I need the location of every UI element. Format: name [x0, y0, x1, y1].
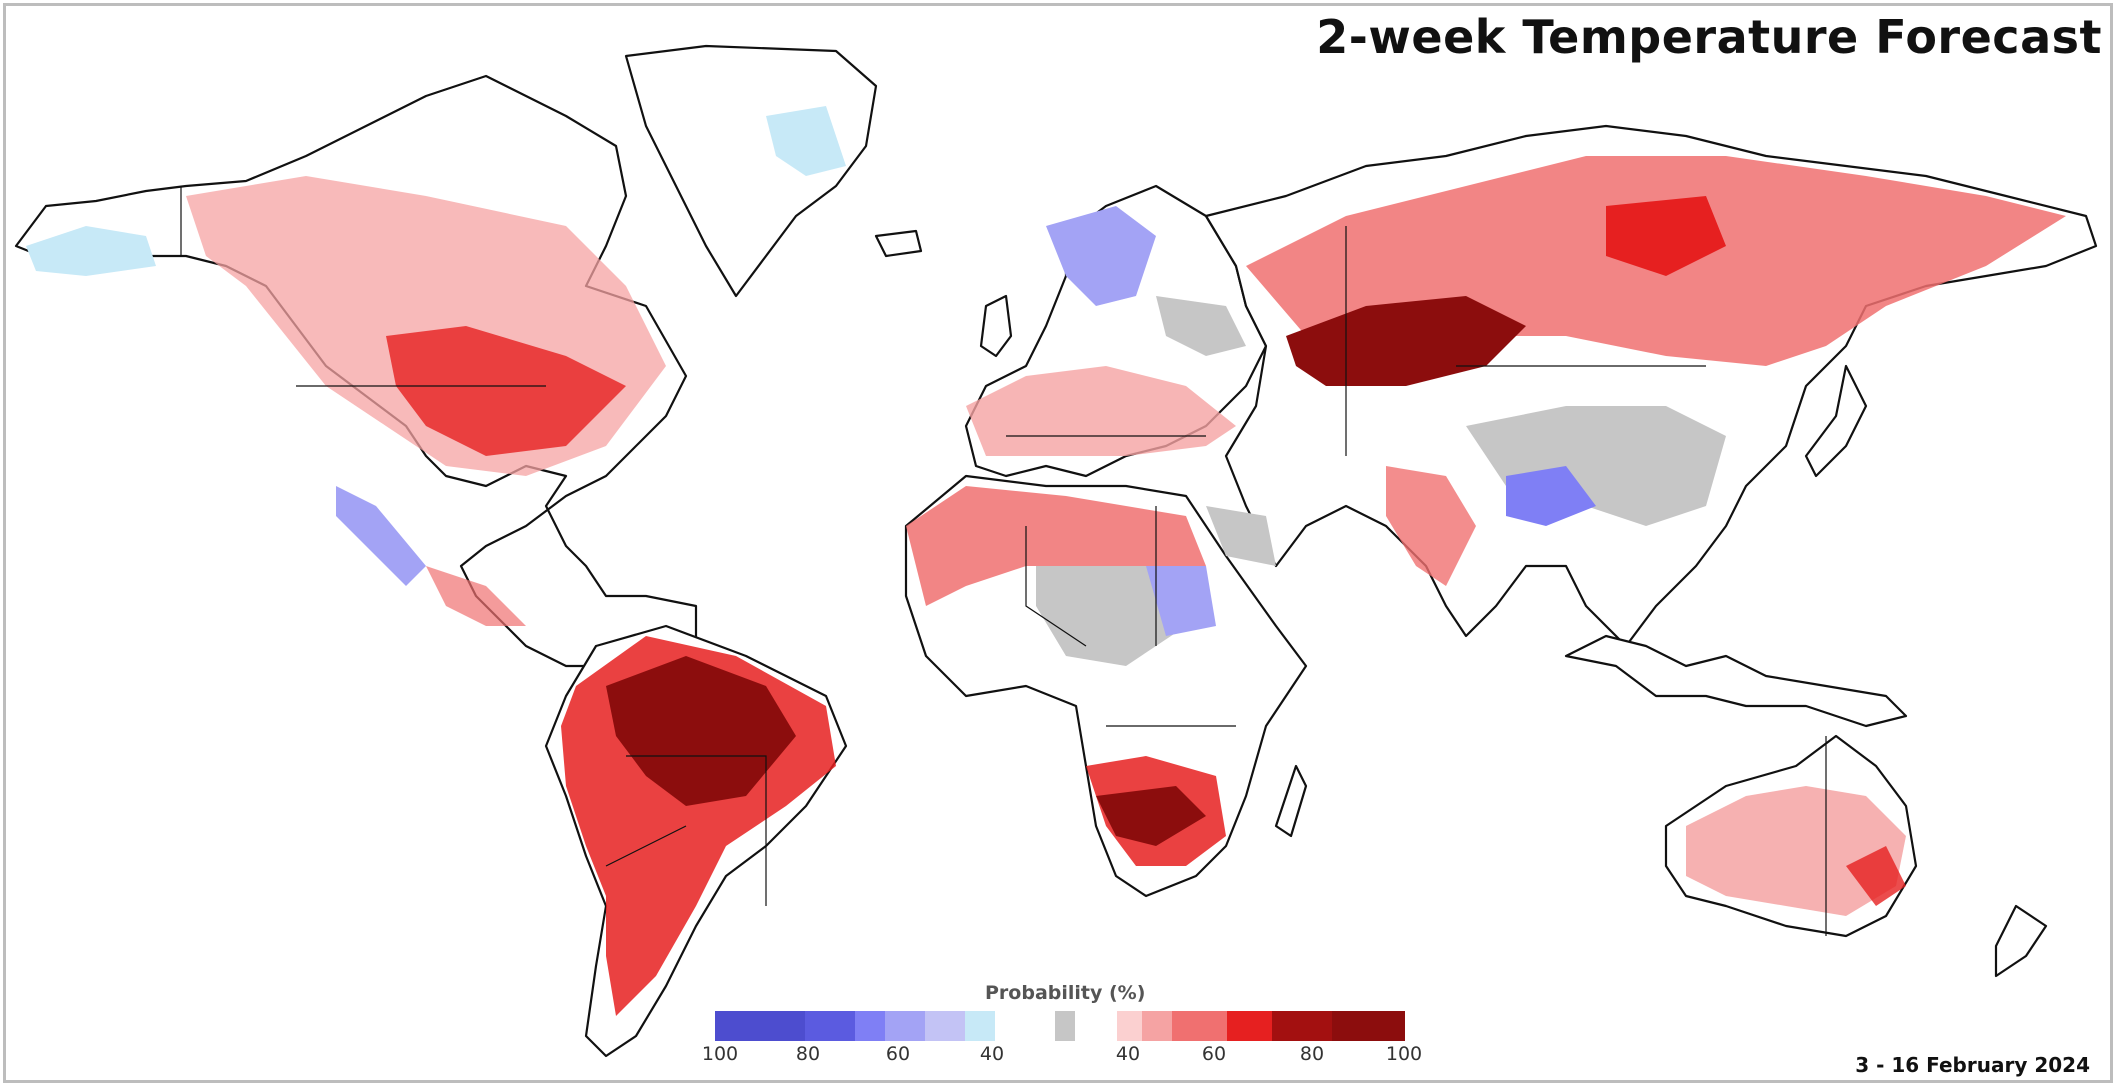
- legend-swatch-above-0: [1117, 1011, 1142, 1041]
- legend-swatch-below-0: [715, 1011, 805, 1041]
- legend-swatch-normal: [1055, 1011, 1075, 1041]
- probability-legend: [715, 1011, 1405, 1041]
- map-frame: [3, 3, 2113, 1083]
- legend-swatch-below-1: [805, 1011, 855, 1041]
- united-kingdom: [979, 294, 1013, 358]
- legend-tick-above-40: 40: [1115, 1043, 1141, 1065]
- legend-tick-below-40: 40: [979, 1043, 1005, 1065]
- forecast-date-range: 3 - 16 February 2024: [1855, 1053, 2090, 1077]
- legend-below-normal: [715, 1011, 995, 1041]
- greenland: [624, 44, 878, 298]
- legend-swatch-above-4: [1272, 1011, 1332, 1041]
- legend-swatch-above-3: [1227, 1011, 1272, 1041]
- japan: [1804, 364, 1868, 478]
- legend-swatch-below-4: [925, 1011, 965, 1041]
- legend-title: Probability (%): [985, 982, 1146, 1004]
- legend-swatch-above-1: [1142, 1011, 1172, 1041]
- legend-swatch-below-3: [885, 1011, 925, 1041]
- legend-tick-below-100: 100: [701, 1043, 739, 1065]
- maritime-se-asia: [1564, 634, 1908, 728]
- forecast-shading: [26, 106, 2066, 1016]
- legend-tick-below-60: 60: [885, 1043, 911, 1065]
- legend-swatch-above-5: [1332, 1011, 1405, 1041]
- world-map: [14, 44, 2098, 1058]
- new-zealand: [1994, 904, 2048, 978]
- legend-normal: [1055, 1011, 1075, 1041]
- iceland: [874, 229, 923, 258]
- legend-tick-below-80: 80: [795, 1043, 821, 1065]
- map-title: 2-week Temperature Forecast: [1316, 10, 2102, 64]
- country-borders: [180, 186, 1827, 936]
- legend-swatch-below-2: [855, 1011, 885, 1041]
- madagascar: [1274, 764, 1308, 838]
- legend-tick-above-80: 80: [1299, 1043, 1325, 1065]
- legend-tick-above-60: 60: [1201, 1043, 1227, 1065]
- legend-swatch-above-2: [1172, 1011, 1227, 1041]
- legend-swatch-below-5: [965, 1011, 995, 1041]
- legend-above-normal: [1117, 1011, 1405, 1041]
- legend-tick-above-100: 100: [1385, 1043, 1423, 1065]
